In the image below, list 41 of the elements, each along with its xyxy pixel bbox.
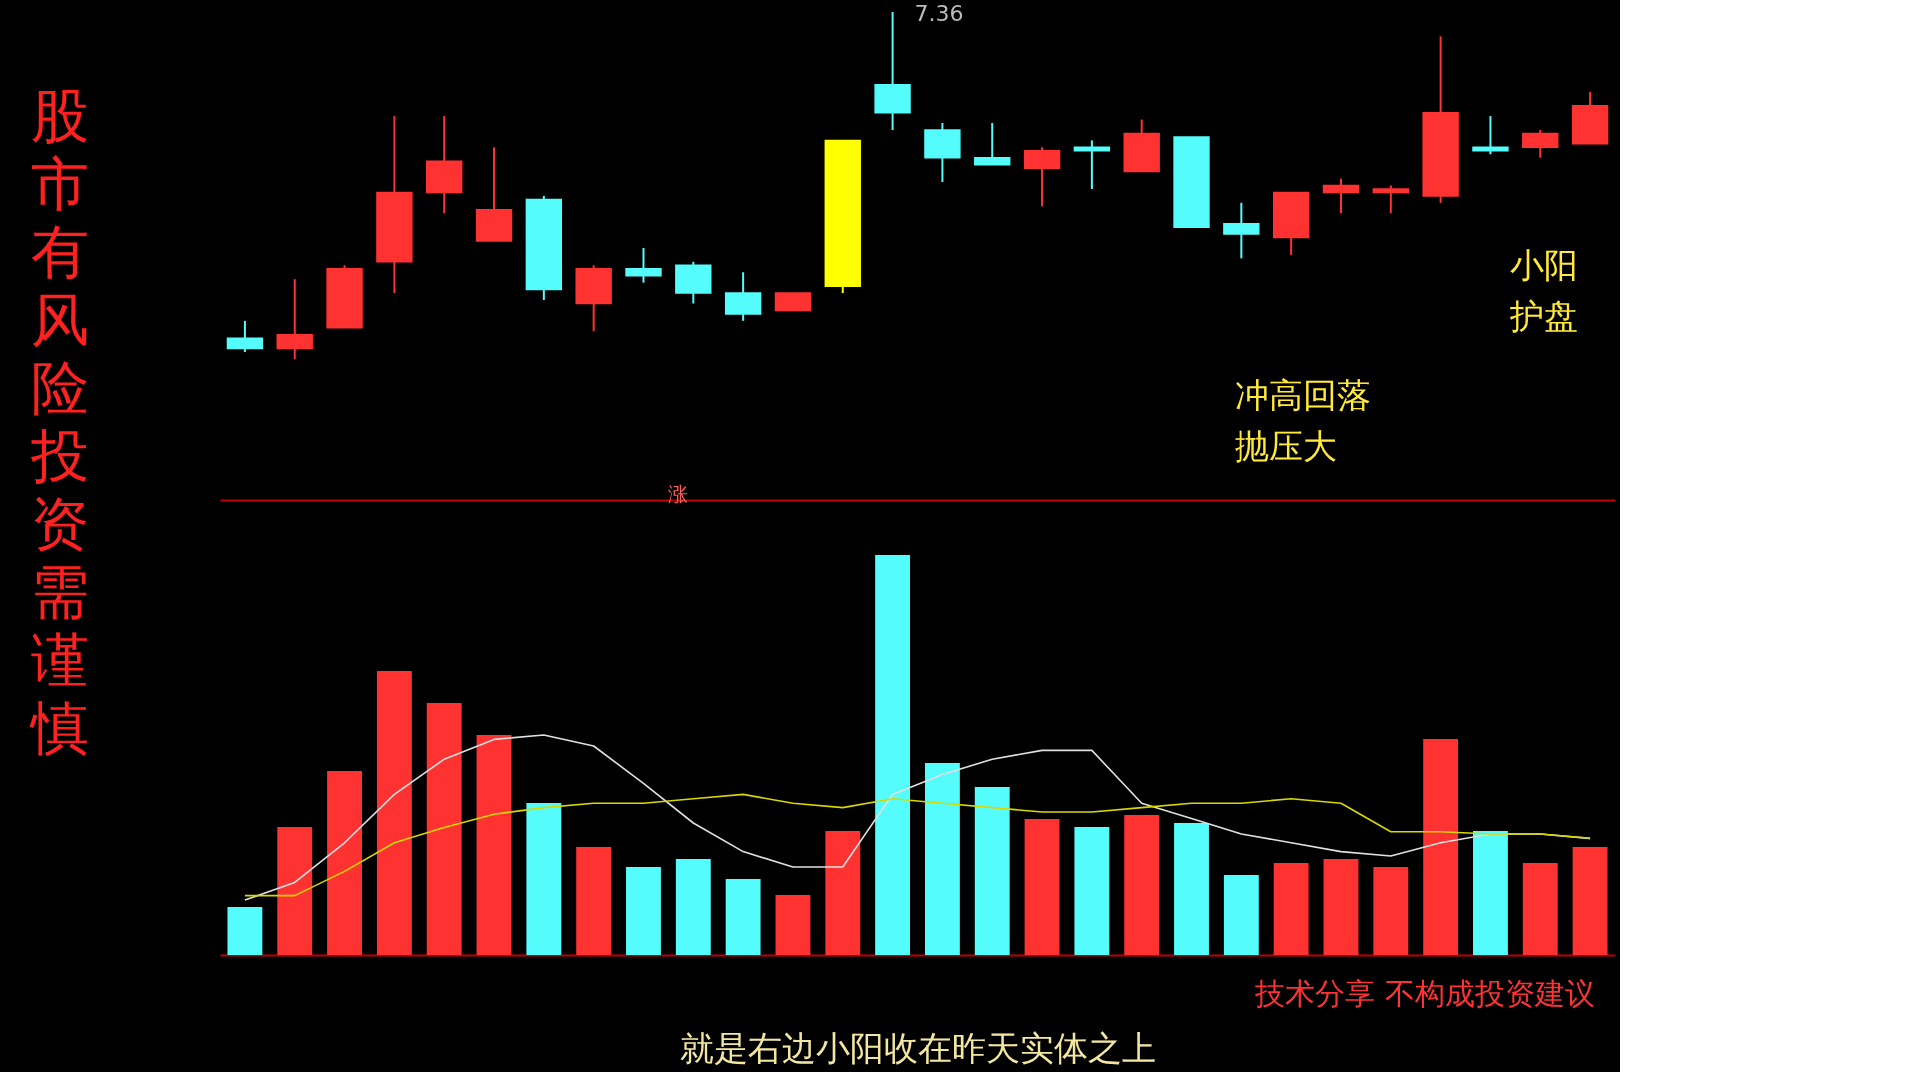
bar: [1223, 875, 1259, 955]
bar: [1373, 867, 1409, 955]
bar: [1174, 823, 1209, 955]
bar: [725, 879, 761, 955]
bar: [376, 671, 412, 955]
bar: [1572, 847, 1608, 955]
bar: [825, 831, 861, 955]
candlestick: [1223, 201, 1260, 260]
bar: [277, 827, 313, 955]
candlestick: [625, 246, 662, 284]
bar: [924, 763, 960, 955]
text: 冲高回落抛压大: [1235, 375, 1371, 466]
text: 涨: [668, 482, 688, 506]
bar: [526, 803, 562, 955]
text: 就是右边小阳收在昨天实体之上: [679, 1028, 1156, 1068]
bar: [327, 771, 362, 955]
bar: [875, 555, 911, 955]
bar: [1522, 863, 1558, 955]
bar: [1074, 827, 1110, 955]
bar: [1323, 859, 1359, 955]
bar: [426, 703, 462, 955]
annotation: 7.36: [914, 1, 964, 26]
candlestick: [1472, 115, 1509, 156]
bar: [476, 735, 512, 955]
bar: [227, 907, 263, 955]
chart-title: 股市有风险投资需谨慎: [31, 82, 89, 762]
bar: [1423, 739, 1459, 955]
candlestick: [1073, 139, 1111, 190]
bar: [576, 847, 612, 955]
bar: [675, 859, 711, 955]
bar: [1473, 831, 1508, 955]
bar: [775, 895, 811, 955]
bar: [974, 787, 1010, 955]
bar: [1024, 819, 1060, 955]
bar: [1273, 863, 1309, 955]
text: 技术分享 不构成投资建议: [1254, 976, 1595, 1011]
candlestick: [1322, 177, 1360, 215]
candlestick: [1372, 184, 1409, 215]
annotation: 小阳护盘: [1509, 245, 1578, 336]
bar: [1124, 815, 1160, 955]
bar: [626, 867, 661, 955]
